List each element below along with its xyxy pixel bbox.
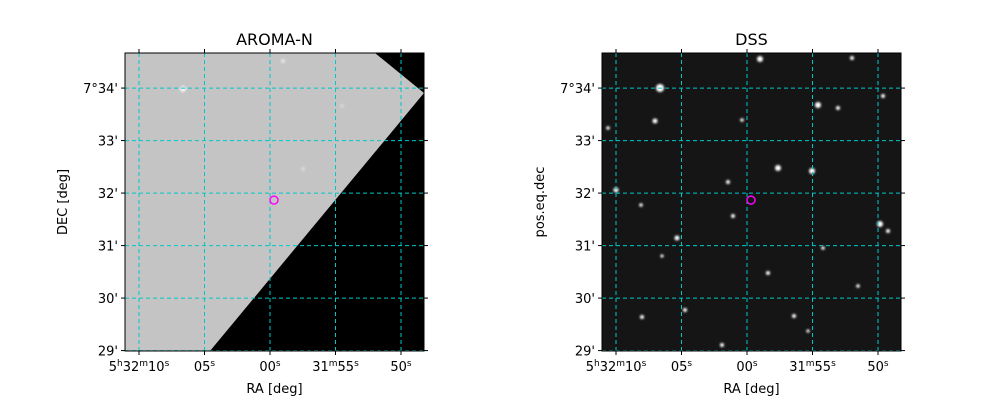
y-tick-label: 29': [98, 345, 118, 360]
x-tick-label: 5h32m10s: [109, 359, 170, 375]
x-tick-label: 31m55s: [789, 359, 836, 375]
aroma-image: [125, 53, 424, 351]
y-tick-label: 30': [575, 292, 595, 307]
y-tick-label: 30': [98, 292, 118, 307]
y-tick-label: 7°34': [83, 82, 118, 97]
y-tick-label: 33': [575, 135, 595, 150]
y-tick-label: 32': [98, 187, 118, 202]
y-axis-label: DEC [deg]: [56, 169, 71, 235]
chart-title: DSS: [735, 30, 768, 49]
x-tick-label: 05s: [671, 359, 693, 375]
y-axis-label: pos.eq.dec: [533, 167, 548, 238]
y-tick-label: 31': [98, 240, 118, 255]
x-axis-label: RA [deg]: [723, 382, 779, 397]
x-tick-label: 05s: [194, 359, 216, 375]
axes-frame: [124, 52, 425, 352]
x-tick-label: 50s: [390, 359, 412, 375]
x-tick-label: 00s: [259, 359, 281, 375]
x-tick-label: 50s: [867, 359, 889, 375]
y-tick-label: 32': [575, 187, 595, 202]
x-tick-label: 31m55s: [312, 359, 359, 375]
y-tick-label: 33': [98, 135, 118, 150]
dss-image: [602, 53, 901, 351]
y-tick-label: 31': [575, 240, 595, 255]
x-axis-label: RA [deg]: [246, 382, 302, 397]
y-tick-label: 7°34': [560, 82, 595, 97]
axes-frame: [601, 52, 902, 352]
x-tick-label: 5h32m10s: [586, 359, 647, 375]
x-tick-label: 00s: [736, 359, 758, 375]
target-marker: [746, 195, 756, 205]
chart-title: AROMA-N: [236, 30, 313, 49]
target-marker: [269, 195, 279, 205]
y-tick-label: 29': [575, 345, 595, 360]
